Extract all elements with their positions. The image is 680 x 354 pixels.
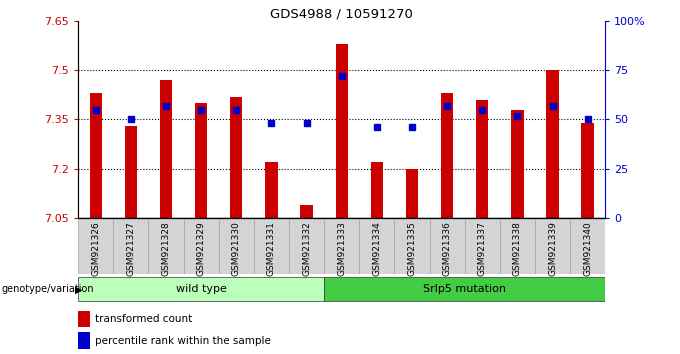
Text: percentile rank within the sample: percentile rank within the sample	[95, 336, 271, 346]
Text: Srlp5 mutation: Srlp5 mutation	[423, 284, 506, 294]
Bar	[78, 278, 324, 301]
Bar	[500, 219, 535, 274]
Bar	[324, 278, 605, 301]
Bar	[219, 219, 254, 274]
Text: GSM921335: GSM921335	[407, 221, 416, 276]
Text: GSM921328: GSM921328	[162, 221, 171, 276]
Bar	[78, 219, 114, 274]
Text: transformed count: transformed count	[95, 314, 192, 324]
Text: GSM921329: GSM921329	[197, 221, 205, 276]
Bar	[289, 219, 324, 274]
Bar	[160, 80, 172, 218]
Text: ▶: ▶	[75, 284, 82, 295]
Bar	[441, 93, 454, 218]
Text: GSM921339: GSM921339	[548, 221, 557, 276]
Bar	[148, 219, 184, 274]
Bar	[195, 103, 207, 218]
Text: GSM921332: GSM921332	[302, 221, 311, 276]
Bar	[570, 219, 605, 274]
Bar	[546, 70, 559, 218]
Text: GSM921326: GSM921326	[91, 221, 100, 276]
Text: GSM921337: GSM921337	[478, 221, 487, 276]
Bar	[394, 219, 430, 274]
Bar	[511, 110, 524, 218]
Bar	[301, 205, 313, 218]
Title: GDS4988 / 10591270: GDS4988 / 10591270	[270, 7, 413, 20]
Text: GSM921334: GSM921334	[373, 221, 381, 276]
Bar	[78, 311, 90, 327]
Text: GSM921340: GSM921340	[583, 221, 592, 276]
Text: GSM921333: GSM921333	[337, 221, 346, 276]
Text: GSM921338: GSM921338	[513, 221, 522, 276]
Text: GSM921330: GSM921330	[232, 221, 241, 276]
Bar	[581, 123, 594, 218]
Text: GSM921331: GSM921331	[267, 221, 276, 276]
Bar	[535, 219, 570, 274]
Text: wild type: wild type	[175, 284, 226, 294]
Bar	[254, 219, 289, 274]
Bar	[265, 162, 277, 218]
Bar	[430, 219, 464, 274]
Text: genotype/variation: genotype/variation	[1, 284, 94, 295]
Bar	[406, 169, 418, 218]
Bar	[114, 219, 148, 274]
Text: GSM921327: GSM921327	[126, 221, 135, 276]
Bar	[78, 332, 90, 349]
Bar	[371, 162, 383, 218]
Bar	[359, 219, 394, 274]
Bar	[184, 219, 219, 274]
Bar	[230, 97, 243, 218]
Bar	[124, 126, 137, 218]
Bar	[335, 44, 348, 218]
Bar	[324, 219, 359, 274]
Bar	[476, 100, 488, 218]
Bar	[464, 219, 500, 274]
Text: GSM921336: GSM921336	[443, 221, 452, 276]
Bar	[90, 93, 102, 218]
